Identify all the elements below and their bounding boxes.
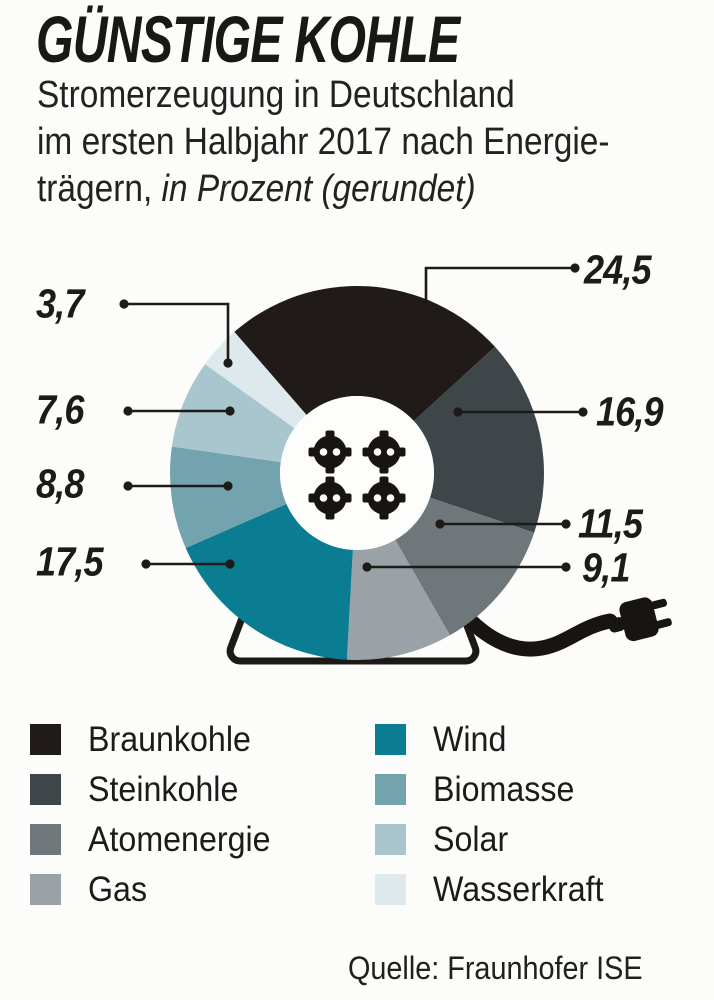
value-label-wasserkraft: 3,7 [36, 280, 84, 327]
legend-label: Biomasse [433, 769, 575, 809]
value-label-wind: 17,5 [36, 538, 104, 585]
donut-hub [280, 396, 434, 550]
chart-subtitle: Stromerzeugung in Deutschland im ersten … [37, 72, 610, 213]
value-label-atomenergie: 11,5 [578, 500, 643, 547]
subtitle-line: im ersten Halbjahr 2017 nach Energie- [37, 121, 610, 163]
value-label-biomasse: 8,8 [36, 460, 84, 507]
legend-swatch [30, 724, 61, 755]
power-outlet-icons [308, 430, 406, 520]
subtitle-line3-italic: in Prozent (gerundet) [161, 168, 476, 210]
legend-swatch [375, 824, 406, 855]
value-label-gas: 9,1 [582, 544, 630, 591]
legend-label: Gas [88, 869, 148, 909]
legend-swatch [30, 774, 61, 805]
slice-biomasse [169, 446, 287, 549]
power-socket-icon [362, 430, 406, 474]
value-label-solar: 7,6 [36, 386, 84, 433]
legend-swatch [375, 874, 406, 905]
legend-column-left: Braunkohle Steinkohle Atomenergie Gas [30, 720, 286, 924]
value-label-steinkohle: 16,9 [596, 388, 664, 435]
legend-item: Wasserkraft [375, 870, 618, 909]
legend-swatch [375, 774, 406, 805]
slice-gas [346, 539, 450, 661]
slice-braunkohle [234, 286, 495, 422]
source-credit: Quelle: Fraunhofer ISE [348, 950, 643, 986]
legend-item: Steinkohle [30, 770, 286, 809]
chart-title: GÜNSTIGE KOHLE [36, 2, 460, 76]
legend-swatch [30, 824, 61, 855]
reel-stand [226, 593, 480, 665]
slice-wind [185, 503, 353, 660]
legend-label: Steinkohle [88, 769, 239, 809]
legend-label: Braunkohle [88, 719, 251, 759]
donut-slices [169, 286, 544, 661]
legend-label: Solar [433, 819, 509, 859]
legend-item: Braunkohle [30, 720, 286, 759]
subtitle-line: trägern, in Prozent (gerundet) [37, 166, 610, 213]
legend-item: Atomenergie [30, 820, 286, 859]
power-plug-icon [608, 597, 672, 642]
slice-wasserkraft [205, 331, 307, 429]
value-label-braunkohle: 24,5 [584, 246, 652, 293]
legend-item: Gas [30, 870, 286, 909]
legend-column-right: Wind Biomasse Solar Wasserkraft [375, 720, 618, 924]
subtitle-line: Stromerzeugung in Deutschland [37, 74, 515, 116]
slice-steinkohle [413, 346, 544, 533]
legend-item: Biomasse [375, 770, 618, 809]
power-socket-icon [308, 430, 352, 474]
legend-label: Atomenergie [88, 819, 271, 859]
legend-label: Wind [433, 719, 507, 759]
legend-item: Solar [375, 820, 618, 859]
legend-swatch [30, 874, 61, 905]
leader-braunkohle [424, 266, 575, 307]
callout-lines [119, 263, 588, 572]
leader-wasserkraft [124, 302, 230, 363]
subtitle-line3-regular: trägern, [37, 168, 162, 210]
legend-item: Wind [375, 720, 618, 759]
power-socket-icon [308, 476, 352, 520]
legend-swatch [375, 724, 406, 755]
power-socket-icon [362, 476, 406, 520]
legend-label: Wasserkraft [433, 869, 604, 909]
